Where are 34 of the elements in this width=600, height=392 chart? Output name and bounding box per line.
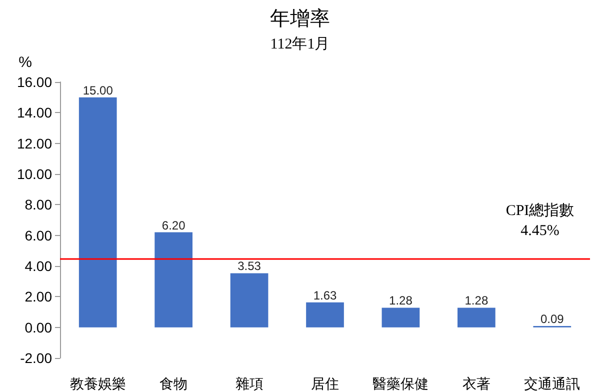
data-label: 0.09 bbox=[540, 312, 564, 326]
y-tick-label: 2.00 bbox=[24, 288, 52, 305]
y-tick-label: 14.00 bbox=[16, 104, 52, 121]
data-label: 6.20 bbox=[162, 218, 186, 232]
data-label: 1.28 bbox=[464, 294, 488, 308]
y-tick-label: 16.00 bbox=[16, 74, 52, 90]
y-tick-label: 8.00 bbox=[24, 196, 52, 213]
bar bbox=[382, 308, 420, 328]
x-tick-label: 食物 bbox=[160, 376, 188, 392]
y-tick-label: 12.00 bbox=[16, 135, 52, 152]
x-tick-label: 醫藥保健 bbox=[372, 376, 429, 392]
bar bbox=[458, 308, 496, 328]
x-tick-label: 衣著 bbox=[462, 376, 490, 392]
data-label: 3.53 bbox=[238, 259, 262, 274]
x-tick-label: 教養娛樂 bbox=[70, 376, 126, 392]
y-tick-label: 0.00 bbox=[24, 319, 52, 336]
bar bbox=[154, 232, 192, 328]
bar bbox=[230, 273, 268, 328]
y-tick-label: -2.00 bbox=[20, 350, 52, 366]
y-tick-label: 4.00 bbox=[24, 258, 52, 274]
data-label: 1.63 bbox=[313, 288, 337, 302]
ref-line-label: CPI總指數 4.45% bbox=[506, 202, 574, 240]
data-label: 1.28 bbox=[389, 294, 413, 308]
data-label: 15.00 bbox=[82, 83, 114, 98]
chart-subtitle: 112年1月 bbox=[270, 36, 330, 52]
x-tick-label: 雜項 bbox=[235, 376, 264, 392]
chart-title: 年增率 bbox=[270, 8, 330, 30]
y-tick-label: 10.00 bbox=[16, 166, 52, 182]
y-tick-label: 6.00 bbox=[24, 227, 52, 244]
x-tick-label: 交通通訊 bbox=[524, 376, 580, 392]
bar bbox=[306, 302, 344, 328]
bar bbox=[78, 97, 117, 328]
y-axis-title: % bbox=[18, 54, 32, 71]
x-tick-label: 居住 bbox=[311, 376, 339, 392]
